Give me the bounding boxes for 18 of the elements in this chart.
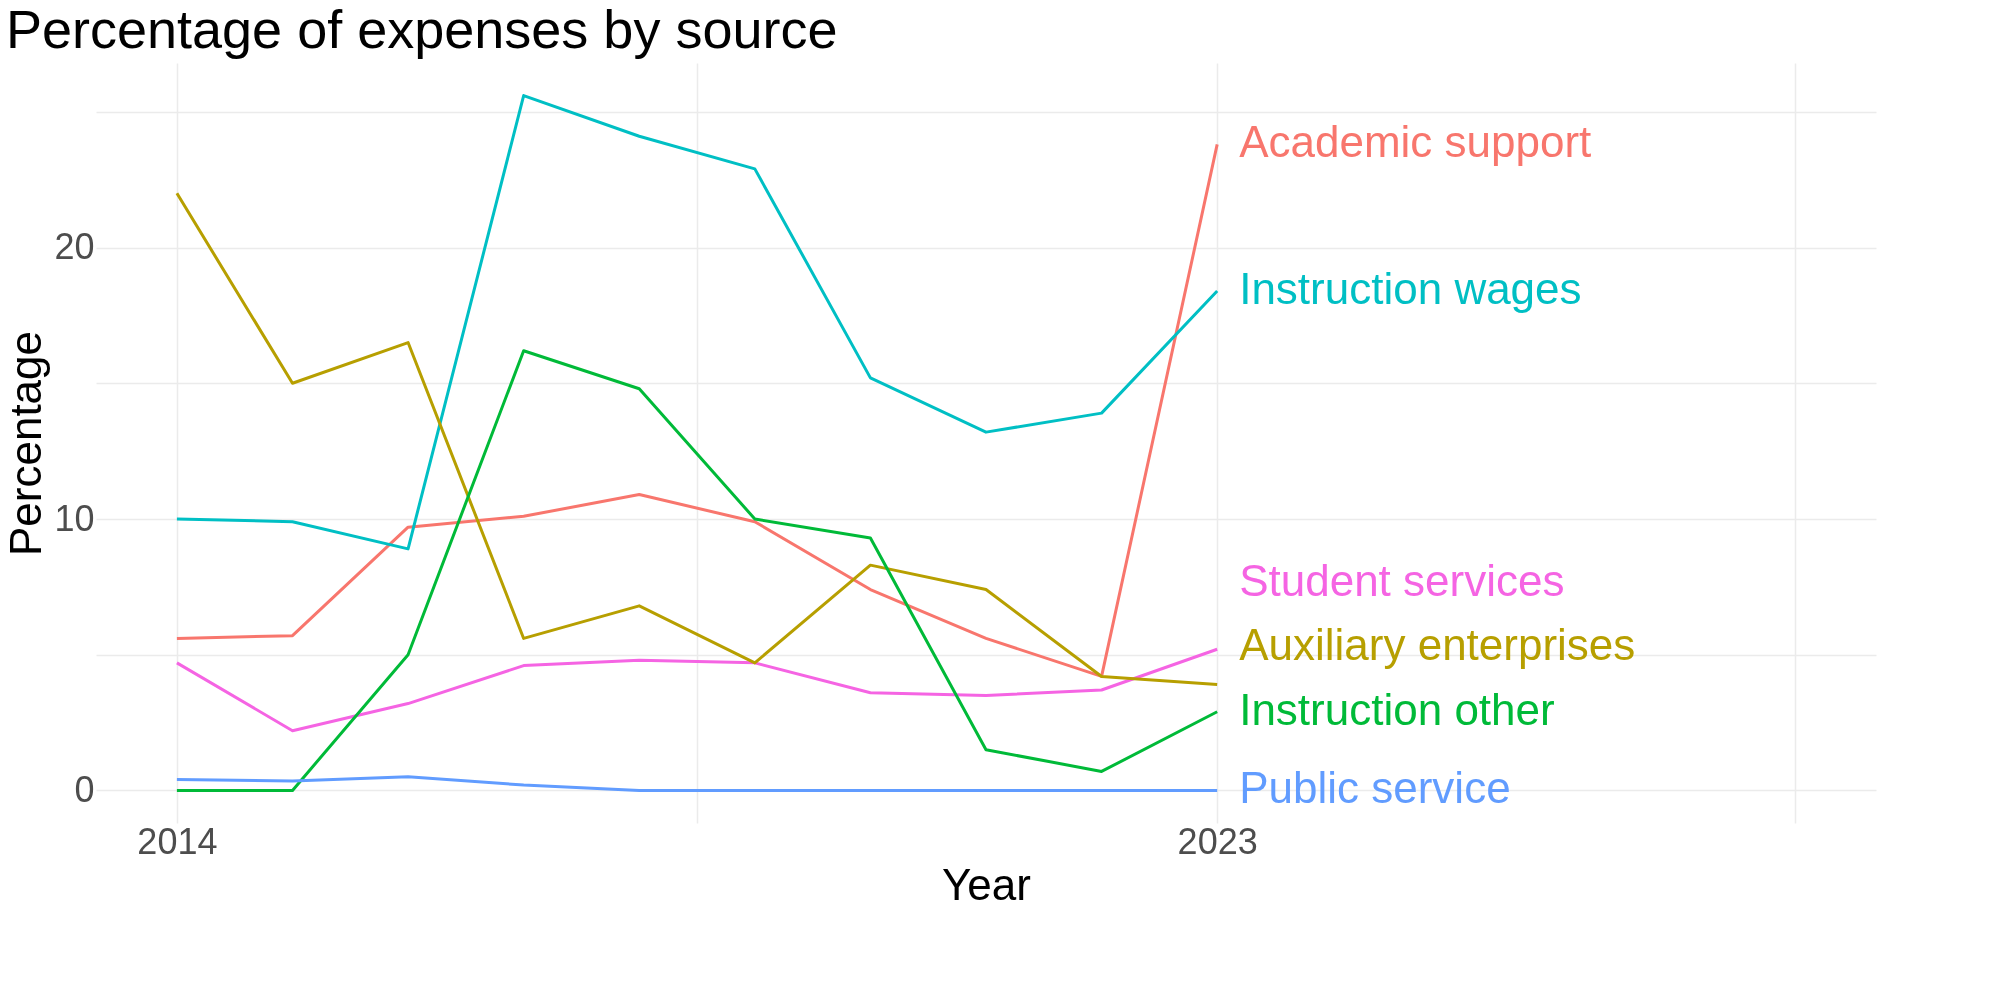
x-tick-label: 2014	[137, 820, 218, 862]
y-tick-label: 0	[74, 768, 95, 810]
series-label: Student services	[1239, 555, 1565, 605]
line-series	[175, 94, 1219, 551]
series-label: Auxiliary enterprises	[1239, 620, 1636, 670]
line-series	[175, 647, 1219, 733]
y-tick-label: 20	[54, 226, 95, 268]
y-axis-title: Percentage	[1, 330, 51, 557]
series-label: Academic support	[1239, 117, 1592, 167]
y-tick-label: 10	[54, 497, 95, 539]
series-label: Instruction other	[1239, 684, 1555, 734]
x-axis-title: Year	[942, 859, 1031, 909]
series-label: Instruction wages	[1239, 264, 1582, 313]
chart-title: Percentage of expenses by source	[5, 0, 838, 59]
line-series	[175, 349, 1219, 792]
line-series	[175, 775, 1219, 792]
series-label: Public service	[1239, 763, 1511, 813]
x-tick-label: 2023	[1177, 820, 1258, 862]
